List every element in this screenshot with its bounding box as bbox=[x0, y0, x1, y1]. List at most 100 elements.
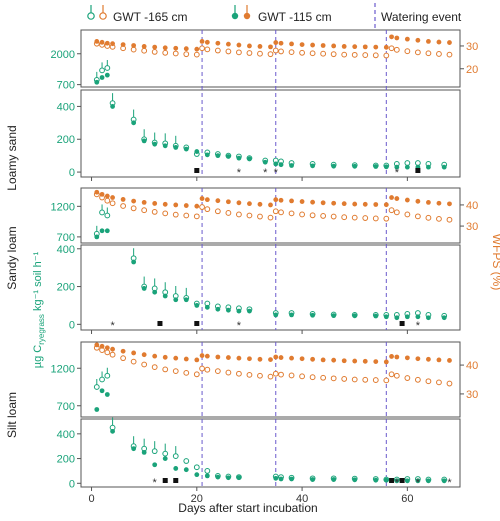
wfps-point-gwt115 bbox=[204, 39, 210, 45]
wfps-point-gwt115 bbox=[204, 197, 210, 203]
wfps-point-gwt165 bbox=[267, 373, 274, 380]
resp-point-gwt115 bbox=[394, 315, 400, 321]
left-tick-label-bottom: 400 bbox=[57, 429, 75, 441]
right-tick-label: 40 bbox=[466, 360, 478, 372]
wfps-point-gwt115 bbox=[268, 202, 273, 208]
wfps-point-gwt165 bbox=[446, 51, 453, 58]
soil-label: Silt loam bbox=[5, 392, 19, 438]
wfps-point-gwt165 bbox=[436, 379, 442, 386]
resp-point-gwt115 bbox=[383, 164, 389, 170]
resp-point-gwt115 bbox=[194, 303, 200, 308]
wfps-point-gwt165 bbox=[246, 371, 253, 378]
resp-point-gwt115 bbox=[404, 478, 410, 484]
wfps-point-gwt115 bbox=[120, 197, 126, 202]
x-tick-label: 0 bbox=[88, 493, 94, 505]
wfps-point-gwt115 bbox=[289, 198, 294, 204]
wfps-point-gwt165 bbox=[204, 366, 211, 373]
wfps-point-gwt115 bbox=[389, 195, 394, 200]
resp-point-gwt165 bbox=[193, 464, 200, 471]
wfps-point-gwt115 bbox=[289, 41, 294, 47]
wfps-point-gwt165 bbox=[162, 366, 169, 373]
wfps-point-gwt115 bbox=[183, 356, 189, 362]
wfps-point-gwt115 bbox=[131, 198, 137, 204]
wfps-point-gwt115 bbox=[394, 35, 400, 41]
wfps-point-gwt165 bbox=[309, 50, 316, 57]
resp-point-gwt115 bbox=[404, 314, 410, 320]
resp-point-gwt115 bbox=[104, 72, 110, 78]
wfps-point-gwt165 bbox=[436, 51, 442, 57]
wfps-point-gwt165 bbox=[204, 206, 211, 213]
resp-point-gwt165 bbox=[104, 65, 111, 71]
wfps-point-gwt115 bbox=[194, 46, 200, 52]
significance-square bbox=[399, 321, 405, 326]
resp-point-gwt115 bbox=[162, 293, 168, 299]
wfps-point-gwt115 bbox=[341, 358, 347, 364]
wfps-point-gwt165 bbox=[425, 378, 432, 385]
wfps-point-gwt115 bbox=[273, 354, 279, 360]
resp-point-gwt165 bbox=[162, 450, 169, 457]
soil-label: Loamy sand bbox=[5, 125, 19, 190]
wfps-point-gwt115 bbox=[310, 356, 316, 362]
wfps-point-gwt115 bbox=[99, 343, 105, 349]
wfps-point-gwt115 bbox=[173, 45, 179, 51]
wfps-point-gwt115 bbox=[215, 40, 221, 46]
wfps-point-gwt165 bbox=[288, 49, 295, 56]
left-tick-label-bottom: 0 bbox=[69, 167, 75, 179]
resp-point-gwt115 bbox=[204, 152, 210, 158]
wfps-point-gwt115 bbox=[183, 46, 189, 52]
resp-point-gwt115 bbox=[394, 478, 400, 484]
wfps-point-gwt165 bbox=[130, 46, 137, 53]
right-tick-label: 20 bbox=[466, 64, 478, 76]
wfps-point-gwt115 bbox=[120, 348, 126, 354]
wfps-point-gwt165 bbox=[404, 48, 411, 55]
resp-point-gwt115 bbox=[131, 446, 137, 452]
significance-star: * bbox=[395, 477, 400, 489]
wfps-point-gwt165 bbox=[404, 211, 411, 218]
wfps-point-gwt165 bbox=[162, 49, 169, 56]
resp-point-gwt115 bbox=[173, 466, 179, 471]
wfps-point-gwt115 bbox=[436, 200, 442, 206]
wfps-point-gwt165 bbox=[388, 45, 395, 52]
significance-square bbox=[194, 321, 200, 326]
wfps-point-gwt115 bbox=[104, 40, 110, 46]
wfps-point-gwt115 bbox=[194, 357, 200, 363]
wfps-point-gwt165 bbox=[341, 51, 348, 58]
wfps-point-gwt115 bbox=[331, 357, 337, 363]
resp-point-gwt115 bbox=[373, 164, 379, 169]
resp-point-gwt115 bbox=[262, 159, 268, 165]
left-tick-label-bottom: 0 bbox=[69, 478, 75, 490]
resp-point-gwt115 bbox=[331, 313, 337, 319]
resp-point-gwt115 bbox=[289, 312, 294, 318]
wfps-point-gwt115 bbox=[320, 43, 326, 48]
wfps-point-gwt165 bbox=[199, 365, 205, 372]
resp-point-gwt115 bbox=[383, 477, 389, 483]
wfps-point-gwt115 bbox=[426, 199, 431, 205]
wfps-point-gwt165 bbox=[351, 376, 358, 383]
wfps-point-gwt115 bbox=[341, 201, 347, 207]
wfps-point-gwt165 bbox=[414, 213, 421, 220]
wfps-point-gwt165 bbox=[299, 211, 305, 218]
wfps-point-gwt115 bbox=[415, 198, 421, 204]
bottom-subpanel-frame bbox=[80, 418, 461, 488]
wfps-point-gwt165 bbox=[151, 48, 158, 55]
wfps-point-gwt165 bbox=[193, 213, 200, 220]
wfps-point-gwt165 bbox=[214, 368, 221, 375]
significance-star: * bbox=[447, 477, 452, 489]
resp-point-gwt115 bbox=[273, 475, 279, 481]
resp-point-gwt115 bbox=[215, 306, 221, 312]
wfps-point-gwt165 bbox=[288, 210, 295, 217]
wfps-point-gwt115 bbox=[320, 200, 326, 206]
wfps-point-gwt165 bbox=[372, 52, 379, 59]
wfps-point-gwt115 bbox=[120, 42, 126, 47]
left-tick-label-top: 2000 bbox=[51, 49, 75, 61]
resp-point-gwt115 bbox=[426, 164, 431, 170]
left-tick-label-bottom: 400 bbox=[57, 101, 75, 113]
wfps-point-gwt165 bbox=[120, 355, 127, 362]
wfps-point-gwt115 bbox=[99, 191, 105, 197]
wfps-point-gwt165 bbox=[183, 51, 190, 58]
wfps-point-gwt165 bbox=[341, 376, 348, 382]
left-tick-label-bottom: 200 bbox=[57, 454, 75, 466]
wfps-point-gwt165 bbox=[199, 45, 205, 52]
legend: GWT -165 cm GWT -115 cm Watering event bbox=[87, 3, 462, 28]
wfps-point-gwt115 bbox=[389, 354, 394, 359]
